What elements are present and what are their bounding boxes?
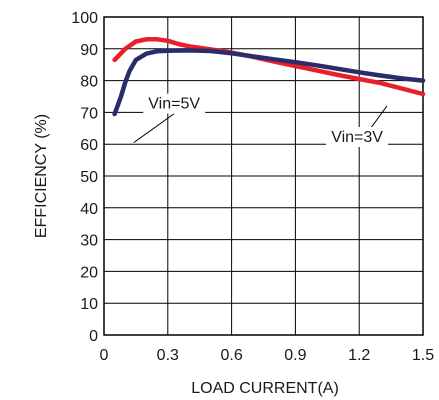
annotation-layer: Vin=5V Vin=3V (133, 93, 389, 148)
y-tick-label: 30 (80, 233, 98, 250)
y-tick-label: 100 (71, 10, 98, 27)
y-tick-label: 50 (80, 169, 98, 186)
y-tick-label: 80 (80, 74, 98, 91)
annotation-label: Vin=5V (148, 96, 200, 113)
annotation-background (326, 127, 389, 148)
y-tick-label: 60 (80, 137, 98, 154)
series-layer (112, 37, 426, 117)
x-tick-label: 1.5 (412, 347, 434, 364)
annotation-background (143, 93, 206, 114)
x-tick-label: 0 (100, 347, 109, 364)
y-tick-label: 40 (80, 201, 98, 218)
y-tick-label: 10 (80, 296, 98, 313)
x-axis-label: LOAD CURRENT(A) (191, 380, 339, 397)
y-tick-label: 20 (80, 264, 98, 281)
grid (103, 16, 424, 336)
y-tick-label: 70 (80, 105, 98, 122)
series-line-vin-5v (112, 48, 426, 117)
x-tick-label: 1.2 (348, 347, 370, 364)
y-axis-label: EFFICIENCY (%) (33, 114, 50, 238)
annotation-label: Vin=3V (331, 129, 383, 146)
y-tick-label: 0 (89, 328, 98, 345)
x-tick-label: 0.3 (157, 347, 179, 364)
plot-frame (103, 16, 424, 336)
series-line-vin-3v (112, 37, 426, 97)
x-tick-label: 0.6 (220, 347, 242, 364)
y-tick-label: 90 (80, 42, 98, 59)
annotation-pointer (133, 113, 175, 144)
x-tick-label: 0.9 (284, 347, 306, 364)
tick-labels: 0 10 20 30 40 50 60 70 80 90 100 0 0.3 0.6 0.9 1.2 1.5 (71, 10, 434, 364)
